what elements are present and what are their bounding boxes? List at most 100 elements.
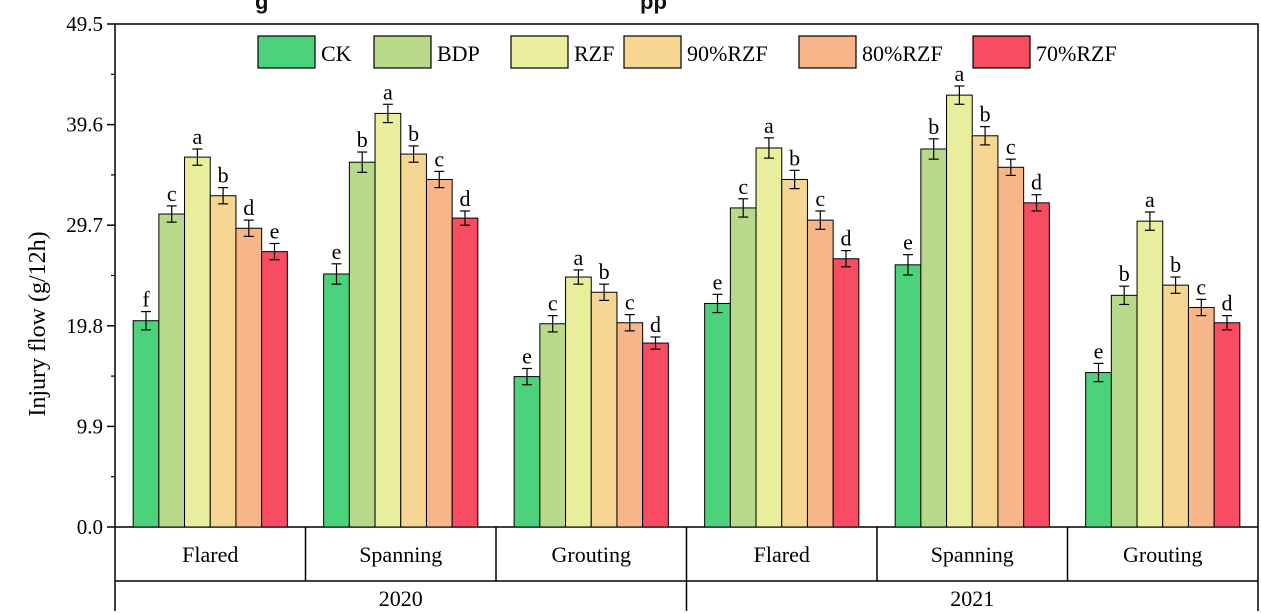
legend-swatch [510,35,569,69]
legend-swatch [798,35,857,69]
significance-letter: c [434,146,444,171]
bar [971,135,999,528]
significance-letter: c [738,174,748,199]
bar [832,258,860,528]
significance-letter: d [650,312,661,337]
significance-letter: b [357,127,368,152]
significance-letter: b [1119,261,1130,286]
significance-letter: c [1196,274,1206,299]
bar [132,320,160,528]
significance-letter: d [841,226,852,251]
bar [323,273,350,528]
bar [755,147,783,528]
x-year-label: 2021 [950,586,994,611]
x-category-label: Grouting [552,542,631,567]
significance-letter: e [522,343,532,368]
bar [235,227,263,528]
x-category-label: Flared [754,542,810,567]
bar [565,276,592,528]
significance-letter: b [1170,252,1181,277]
legend: CK BDP RZF 90%RZF 80%RZF 70%RZF [257,35,1117,69]
bar [1162,284,1189,528]
bar [451,217,479,528]
x-category-label: Spanning [359,542,442,567]
significance-letter: c [625,290,635,315]
legend-swatch [972,35,1031,69]
significance-letter: a [955,61,965,86]
legend-swatch [257,35,316,69]
bar [781,178,808,528]
bar [920,148,948,528]
significance-letter: d [243,195,254,220]
bar [894,264,922,528]
legend-label: 90%RZF [687,41,768,66]
x-category-label: Spanning [931,542,1014,567]
bars-layer [132,94,1241,528]
bar [1136,220,1164,528]
legend-label: BDP [437,41,480,66]
y-tick-label: 19.8 [66,314,103,338]
x-year-label: 2020 [379,586,423,611]
x-category-table: Flared Spanning Grouting Flared Spanning Grou… [114,527,1259,611]
bar [997,166,1025,528]
significance-letter: b [218,163,229,188]
legend-label: CK [321,41,352,66]
y-tick-label: 29.7 [66,213,103,237]
bar [1110,294,1138,528]
significance-letter: d [460,186,471,211]
bar [616,322,644,528]
header-text-fragment-right: pp [640,0,667,14]
significance-letter: a [193,124,203,149]
significance-letter: a [383,79,393,104]
y-tick-label: 9.9 [77,414,103,438]
significance-letter: e [332,239,342,264]
significance-letter: a [1145,187,1155,212]
y-tick-label: 39.6 [66,113,103,137]
bar [729,207,757,528]
significance-letter: d [1222,291,1233,316]
significance-letter: c [815,186,825,211]
bar [184,156,211,528]
significance-letter: c [548,291,558,316]
bar [261,251,288,528]
bar [374,112,402,528]
significance-letter: b [408,121,419,146]
legend-label: 80%RZF [862,41,943,66]
significance-letter: b [980,102,991,127]
significance-letter: e [1094,338,1104,363]
significance-letter: a [764,113,774,138]
y-tick-label: 49.5 [66,12,103,36]
bar [400,153,427,528]
y-axis-label: Injury flow (g/12h) [25,231,51,416]
significance-letter: b [928,114,939,139]
significance-letter: b [789,145,800,170]
bar [1213,322,1241,528]
bar [539,323,567,528]
x-category-label: Flared [182,542,238,567]
legend-label: 70%RZF [1036,41,1117,66]
significance-letter: f [142,287,150,312]
bar [158,213,186,528]
error-bars-layer [141,85,1232,386]
bar [642,342,669,528]
y-tick-label: 0.0 [77,515,103,539]
significance-letter: e [903,230,913,255]
bar [1187,307,1215,528]
bar [590,291,618,528]
bar [425,178,453,528]
significance-letter: c [167,181,177,206]
significance-letter: a [574,245,584,270]
significance-letter: e [270,218,280,243]
significance-letter: d [1031,170,1042,195]
significance-letter: e [713,269,723,294]
legend-swatch [623,35,682,69]
header-text-fragment: g [255,0,268,14]
significance-letter: b [599,259,610,284]
bar [1023,202,1050,528]
legend-swatch [373,35,432,69]
significance-letter: c [1006,134,1016,159]
bar [806,219,834,528]
bar [946,94,973,528]
